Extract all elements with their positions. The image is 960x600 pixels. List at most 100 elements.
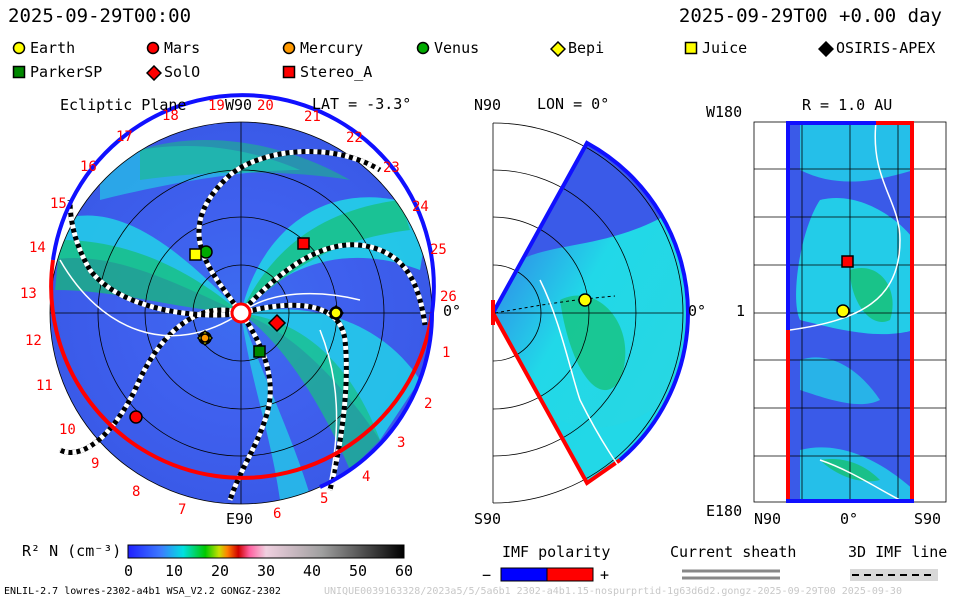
stereo-a-marker-radial [841, 255, 854, 268]
circle-icon [146, 41, 160, 55]
sun-marker [230, 302, 252, 324]
square-icon [282, 65, 296, 79]
colorbar-tick: 50 [349, 562, 368, 580]
legend-mars: Mars [146, 39, 200, 57]
sector-17: 16 [80, 159, 97, 175]
imf-plus-label: + [600, 566, 610, 584]
sector-13: 12 [25, 333, 42, 349]
legend-stereo-a: Stereo_A [282, 63, 372, 81]
earth-marker-meridional [578, 293, 592, 307]
legend-label: Bepi [568, 39, 605, 57]
legend-earth: Earth [12, 39, 75, 57]
meridional-polarity-negative [491, 140, 691, 462]
imf-minus-label: − [482, 566, 492, 584]
square-icon [684, 41, 698, 55]
legend-juice: Juice [684, 39, 747, 57]
legend-label: Earth [30, 39, 76, 57]
sector-18: 17 [116, 129, 133, 145]
venus-marker [199, 245, 213, 259]
sector-8: 7 [178, 502, 186, 518]
stereo-a-marker [297, 237, 310, 250]
sector-11: 10 [59, 422, 76, 438]
radial-zero-label: 0° [840, 510, 859, 528]
colorbar-tick: 40 [303, 562, 322, 580]
3d-imf-line [494, 295, 616, 314]
colorbar-tick: 0 [124, 562, 134, 580]
legend-label: Venus [434, 39, 480, 57]
footer-run-id: UNIQUE0039163328/2023a5/5/5a6b1 2302-a4b… [324, 586, 902, 597]
legend-label: Stereo_A [300, 63, 373, 81]
polarity-ring-positive [49, 259, 434, 480]
legend-label: OSIRIS-APEX [836, 39, 936, 57]
sector-27: 26 [440, 289, 457, 305]
radial-title: R = 1.0 AU [802, 96, 893, 114]
imf3d-title: 3D IMF line [848, 543, 948, 561]
meridional-s90-label: S90 [474, 510, 502, 528]
colorbar-tick: 10 [165, 562, 184, 580]
diamond-icon [817, 40, 835, 58]
colorbar-tick: 20 [211, 562, 230, 580]
colorbar-tick: 60 [395, 562, 414, 580]
meridional-plane-plot [491, 122, 691, 504]
sector-24: 23 [383, 160, 400, 176]
sector-16: 15 [50, 196, 67, 212]
circle-icon [282, 41, 296, 55]
polarity-ring-negative [51, 93, 436, 314]
earth-marker-radial [836, 304, 850, 318]
spacecraft-markers-ecliptic [129, 237, 345, 424]
sector-14: 13 [20, 286, 37, 302]
sector-1: 1 [442, 345, 450, 361]
sector-9: 8 [132, 484, 140, 500]
sector-5: 5 [320, 491, 328, 507]
ecliptic-plane-plot: 1 2 3 4 5 6 7 8 9 10 11 12 13 14 15 16 1… [20, 93, 457, 522]
sector-21: 20 [257, 98, 274, 114]
sector-23: 22 [346, 130, 363, 146]
legend-label: SolO [164, 63, 201, 81]
ecliptic-zero-label: 0° [443, 302, 462, 320]
parkersp-marker [253, 345, 266, 358]
radial-mid-y-label: 1 [736, 302, 746, 320]
sector-15: 14 [29, 240, 46, 256]
radial-w180-label: W180 [706, 103, 743, 121]
mars-marker [129, 410, 143, 424]
imf-positive-swatch [546, 567, 594, 582]
legend-bepi: Bepi [549, 39, 605, 58]
ecliptic-title: Ecliptic Plane [60, 96, 187, 114]
sector-3: 3 [397, 435, 405, 451]
ecliptic-lat-label: LAT = -3.3° [312, 95, 412, 113]
meridional-n90-label: N90 [474, 96, 502, 114]
diamond-icon [145, 64, 163, 82]
radial-grid [753, 121, 947, 503]
meridional-zero-label: 0° [688, 302, 707, 320]
current-sheath-title: Current sheath [670, 543, 797, 561]
timestamp-right: 2025-09-29T00 +0.00 day [678, 5, 942, 27]
meridional-polarity-positive [491, 312, 622, 486]
meridional-lon-label: LON = 0° [537, 95, 610, 113]
radial-s90-label: S90 [914, 510, 942, 528]
solo-marker [267, 313, 287, 333]
legend-solo: SolO [145, 63, 201, 82]
sector-20: 19 [208, 98, 225, 114]
legend-label: Mercury [300, 39, 364, 57]
density-colorbar [127, 544, 405, 559]
ecliptic-w90-label: W90 [225, 96, 253, 114]
radial-surface-plot [753, 121, 947, 503]
sector-26: 25 [430, 242, 447, 258]
radial-n90-label: N90 [754, 510, 782, 528]
circle-icon [416, 41, 430, 55]
imf-polarity-title: IMF polarity [502, 543, 611, 561]
density-structures [50, 140, 430, 500]
sector-12: 11 [36, 378, 53, 394]
ecliptic-e90-label: E90 [226, 510, 254, 528]
colorbar-tick: 30 [257, 562, 276, 580]
diamond-icon [549, 40, 567, 58]
contour-lines [59, 259, 361, 481]
sector-6: 6 [273, 506, 281, 522]
legend-parkersp: ParkerSP [12, 63, 102, 81]
legend-osiris-apex: OSIRIS-APEX [817, 39, 936, 58]
colorbar-label: R² N (cm⁻³) [22, 542, 122, 560]
sector-2: 2 [424, 396, 432, 412]
legend-mercury: Mercury [282, 39, 363, 57]
timestamp-left: 2025-09-29T00:00 [8, 5, 192, 27]
